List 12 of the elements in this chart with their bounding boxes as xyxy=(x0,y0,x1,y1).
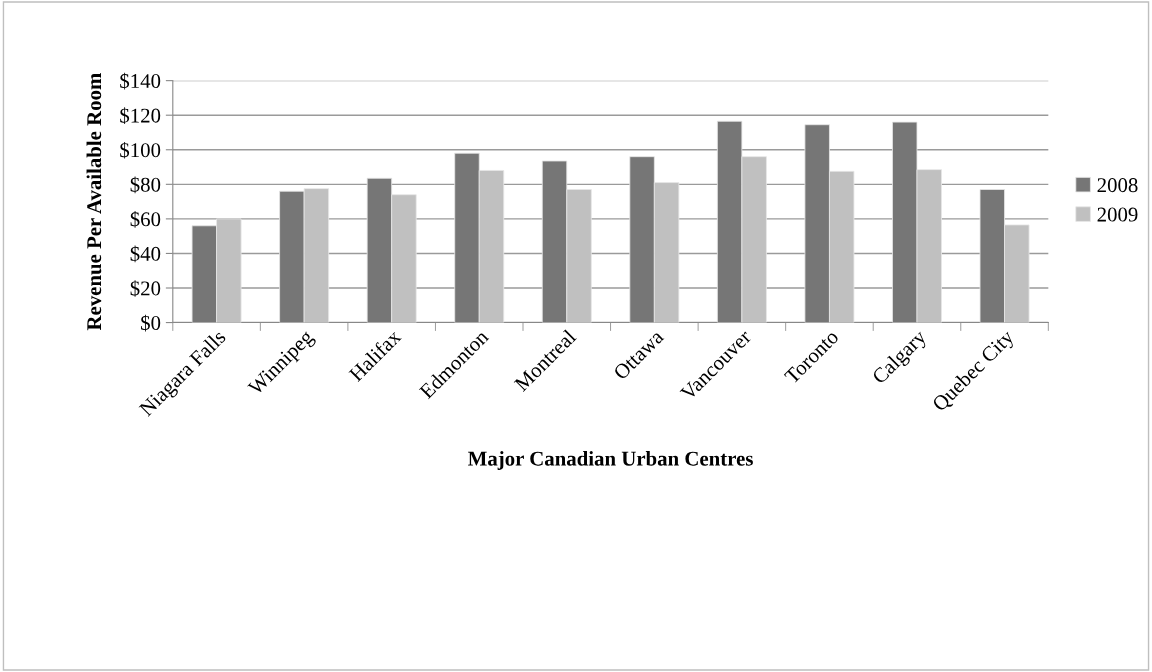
y-tick-label: $40 xyxy=(130,245,161,263)
y-tick-label: $0 xyxy=(141,314,161,332)
y-tick-label: $140 xyxy=(120,72,161,90)
y-tick-label: $20 xyxy=(130,280,161,297)
y-tick-label: $100 xyxy=(120,141,161,159)
y-tick-label: $80 xyxy=(130,176,161,194)
legend-label: 2009 xyxy=(1097,207,1138,222)
y-tick-label: $60 xyxy=(130,211,161,228)
y-tick-label: $120 xyxy=(120,107,161,125)
legend-label: 2008 xyxy=(1097,178,1138,193)
y-axis-title: Revenue Per Available Room xyxy=(86,73,102,331)
x-axis-title: Major Canadian Urban Centres xyxy=(468,451,753,470)
